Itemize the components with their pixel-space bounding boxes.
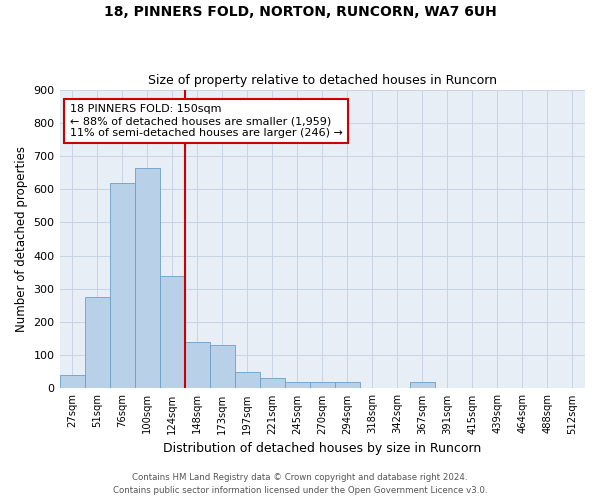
- Bar: [310, 382, 335, 388]
- Bar: [134, 168, 160, 388]
- Bar: [260, 378, 285, 388]
- Bar: [85, 297, 110, 388]
- Bar: [110, 182, 134, 388]
- X-axis label: Distribution of detached houses by size in Runcorn: Distribution of detached houses by size …: [163, 442, 481, 455]
- Text: Contains HM Land Registry data © Crown copyright and database right 2024.
Contai: Contains HM Land Registry data © Crown c…: [113, 474, 487, 495]
- Bar: [209, 346, 235, 389]
- Bar: [335, 382, 360, 388]
- Bar: [410, 382, 435, 388]
- Title: Size of property relative to detached houses in Runcorn: Size of property relative to detached ho…: [148, 74, 497, 87]
- Text: 18 PINNERS FOLD: 150sqm
← 88% of detached houses are smaller (1,959)
11% of semi: 18 PINNERS FOLD: 150sqm ← 88% of detache…: [70, 104, 343, 138]
- Bar: [285, 382, 310, 388]
- Text: 18, PINNERS FOLD, NORTON, RUNCORN, WA7 6UH: 18, PINNERS FOLD, NORTON, RUNCORN, WA7 6…: [104, 5, 496, 19]
- Bar: [59, 375, 85, 388]
- Y-axis label: Number of detached properties: Number of detached properties: [15, 146, 28, 332]
- Bar: [235, 372, 260, 388]
- Bar: [185, 342, 209, 388]
- Bar: [160, 276, 185, 388]
